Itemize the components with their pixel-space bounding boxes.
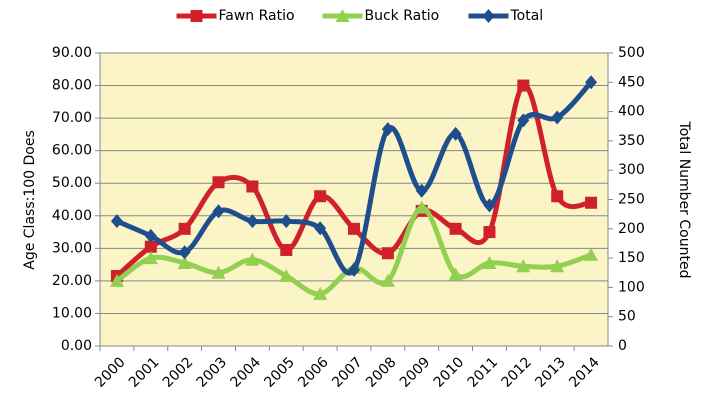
marker (381, 122, 394, 137)
marker (144, 240, 157, 253)
x-tick-label: 2010 (431, 354, 468, 391)
x-tick-label: 2008 (363, 354, 400, 391)
y2-tick-label: 250 (618, 192, 645, 208)
marker (483, 226, 496, 239)
legend-label: Fawn Ratio (219, 8, 295, 24)
y-tick-label: 30.00 (52, 240, 92, 256)
marker (584, 247, 599, 261)
marker (144, 228, 157, 243)
x-tick-label: 2000 (92, 354, 129, 391)
y2-tick-label: 400 (618, 104, 645, 120)
x-tick-label: 2013 (532, 354, 569, 391)
y2-tick-label: 300 (618, 162, 645, 178)
x-tick-label: 2006 (295, 354, 332, 391)
marker (551, 190, 564, 203)
series-line (115, 80, 593, 276)
marker (516, 259, 531, 273)
marker (482, 255, 497, 269)
legend-label: Buck Ratio (365, 8, 440, 24)
marker (314, 190, 327, 203)
marker (109, 273, 124, 287)
y-tick-label: 20.00 (52, 273, 92, 289)
marker (483, 198, 496, 213)
y2-tick-label: 350 (618, 133, 645, 149)
marker (246, 180, 259, 193)
marker (449, 126, 462, 141)
y2-tick-label: 200 (618, 221, 645, 237)
legend-marker (190, 10, 203, 22)
marker (280, 214, 293, 229)
marker (517, 113, 530, 128)
marker (313, 286, 328, 300)
marker (348, 222, 360, 235)
legend-marker (482, 9, 495, 23)
legend-marker (335, 9, 350, 22)
y-tick-label: 0.00 (61, 338, 92, 354)
marker (212, 204, 225, 219)
marker (381, 247, 394, 260)
y2-tick-label: 0 (618, 338, 627, 354)
plot-area (99, 52, 609, 347)
marker (551, 110, 564, 125)
x-tick-label: 2004 (228, 354, 265, 391)
marker (348, 262, 360, 277)
y-tick-label: 10.00 (52, 305, 92, 321)
y2-tick-label: 500 (618, 45, 645, 61)
marker (143, 251, 158, 265)
marker (314, 221, 327, 236)
marker (245, 252, 260, 266)
marker (280, 243, 293, 256)
y2-tick-label: 50 (618, 309, 636, 325)
x-tick-label: 2014 (566, 354, 603, 391)
x-tick-label: 2007 (329, 354, 366, 391)
x-tick-label: 2009 (397, 354, 434, 391)
x-tick-label: 2005 (261, 354, 298, 391)
marker (550, 259, 565, 273)
y-axis-title: Age Class:100 Does (22, 130, 38, 270)
marker (415, 183, 428, 198)
y2-tick-label: 450 (618, 74, 645, 90)
marker (110, 214, 123, 229)
marker (178, 245, 191, 260)
y-tick-label: 60.00 (52, 143, 92, 159)
x-tick-label: 2003 (194, 354, 231, 391)
marker (585, 75, 598, 90)
y2-tick-label: 100 (618, 279, 645, 295)
marker (177, 255, 192, 269)
y2-axis-title: Total Number Counted (676, 121, 692, 279)
x-tick-label: 2012 (498, 354, 535, 391)
marker (448, 267, 463, 281)
marker (380, 273, 395, 287)
legend-label: Total (510, 8, 544, 24)
x-tick-label: 2002 (160, 354, 197, 391)
marker (414, 200, 429, 214)
marker (279, 269, 294, 283)
marker (585, 196, 598, 209)
x-tick-label: 2011 (465, 354, 502, 391)
marker (449, 222, 462, 235)
marker (211, 265, 226, 279)
y-tick-label: 80.00 (52, 78, 92, 94)
y-tick-label: 40.00 (52, 208, 92, 224)
y-tick-label: 50.00 (52, 175, 92, 191)
y2-tick-label: 150 (618, 250, 645, 266)
marker (212, 176, 225, 189)
marker (246, 214, 259, 229)
x-tick-label: 2001 (126, 354, 163, 391)
y-tick-label: 90.00 (52, 45, 92, 61)
y-tick-label: 70.00 (52, 110, 92, 126)
marker (517, 79, 530, 92)
marker (178, 222, 191, 235)
